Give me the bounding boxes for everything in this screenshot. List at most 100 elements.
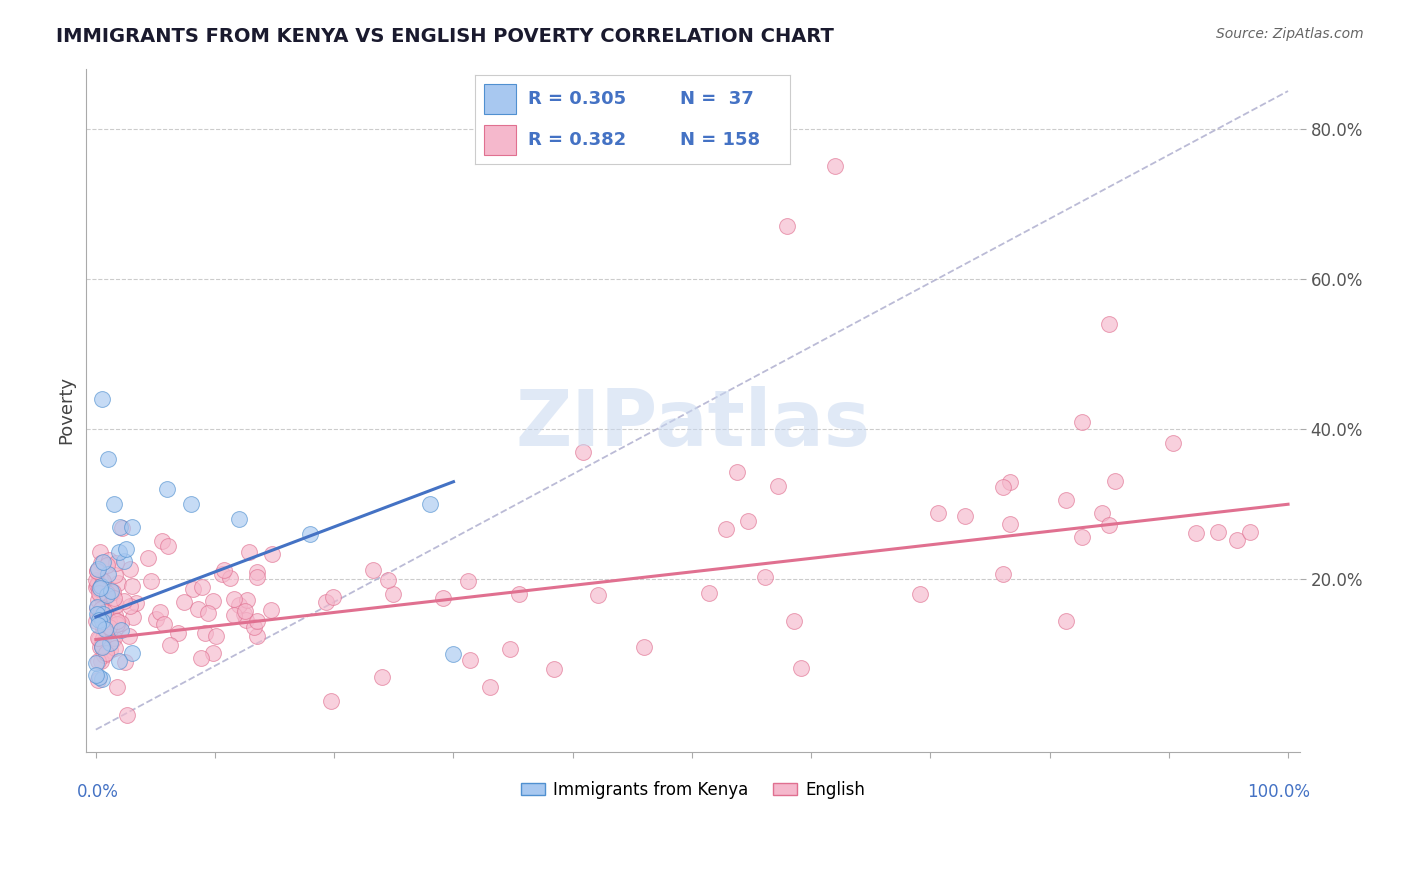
Legend: Immigrants from Kenya, English: Immigrants from Kenya, English: [515, 774, 872, 805]
Point: [1239, 524, 1261, 539]
Point: [101, 634, 124, 648]
Point: [148, 605, 170, 619]
Point: [910, 587, 932, 601]
Point: [754, 570, 776, 584]
Point: [180, 497, 202, 511]
Point: [89, 640, 111, 655]
Point: [89, 609, 111, 624]
Point: [91, 673, 114, 687]
Point: [93, 555, 115, 569]
Point: [91, 631, 114, 645]
Point: [246, 565, 269, 579]
Point: [235, 604, 257, 618]
Point: [97, 567, 120, 582]
Point: [173, 595, 195, 609]
Point: [498, 641, 520, 656]
Point: [110, 623, 132, 637]
Point: [159, 638, 181, 652]
Point: [103, 632, 125, 646]
Point: [1161, 435, 1184, 450]
Point: [183, 582, 205, 596]
Point: [87, 673, 110, 687]
Point: [157, 539, 180, 553]
Point: [86, 607, 108, 622]
Point: [1070, 415, 1092, 429]
Point: [633, 640, 655, 654]
Point: [1098, 317, 1121, 331]
Point: [89, 588, 111, 602]
Point: [84, 668, 107, 682]
Point: [86, 578, 108, 592]
Point: [766, 479, 789, 493]
Point: [246, 570, 269, 584]
Point: [1104, 474, 1126, 488]
Point: [136, 551, 159, 566]
Point: [121, 520, 143, 534]
Point: [299, 527, 322, 541]
Point: [457, 574, 479, 588]
Point: [790, 661, 813, 675]
Point: [371, 670, 394, 684]
Point: [103, 591, 125, 606]
Point: [91, 639, 114, 653]
Point: [243, 620, 266, 634]
Point: [190, 651, 212, 665]
Point: [105, 617, 128, 632]
Point: [211, 567, 233, 582]
Point: [235, 614, 257, 628]
Point: [998, 475, 1021, 490]
Point: [543, 662, 565, 676]
Point: [197, 606, 219, 620]
Point: [953, 508, 976, 523]
Point: [998, 517, 1021, 532]
Point: [87, 654, 110, 668]
Point: [107, 576, 129, 591]
Point: [86, 615, 108, 629]
Point: [100, 622, 122, 636]
Point: [110, 615, 132, 630]
Point: [1208, 524, 1230, 539]
Point: [478, 680, 501, 694]
Point: [204, 629, 226, 643]
Point: [315, 595, 337, 609]
Point: [100, 585, 122, 599]
Point: [98, 636, 121, 650]
Point: [115, 707, 138, 722]
Point: [104, 556, 127, 570]
Point: [432, 591, 454, 606]
Point: [991, 567, 1014, 582]
Point: [776, 219, 799, 234]
Point: [153, 616, 176, 631]
Point: [260, 603, 283, 617]
Point: [87, 632, 110, 646]
Point: [86, 656, 108, 670]
Point: [93, 622, 115, 636]
Point: [86, 574, 108, 589]
Point: [91, 607, 114, 621]
Point: [228, 598, 250, 612]
Point: [87, 593, 110, 607]
Point: [824, 159, 846, 173]
Point: [101, 585, 124, 599]
Point: [222, 591, 245, 606]
Point: [96, 588, 118, 602]
Point: [1071, 530, 1094, 544]
Point: [90, 654, 112, 668]
Point: [91, 639, 114, 653]
Point: [118, 629, 141, 643]
Point: [381, 586, 404, 600]
Point: [93, 621, 115, 635]
Point: [104, 568, 127, 582]
Point: [927, 507, 949, 521]
Point: [219, 571, 242, 585]
Point: [458, 653, 481, 667]
Point: [89, 582, 111, 596]
Point: [96, 585, 118, 599]
Point: [122, 610, 145, 624]
Point: [104, 608, 127, 623]
Point: [108, 520, 131, 534]
Point: [86, 607, 108, 622]
Point: [1054, 614, 1077, 628]
Point: [139, 574, 162, 588]
Point: [1226, 533, 1249, 548]
